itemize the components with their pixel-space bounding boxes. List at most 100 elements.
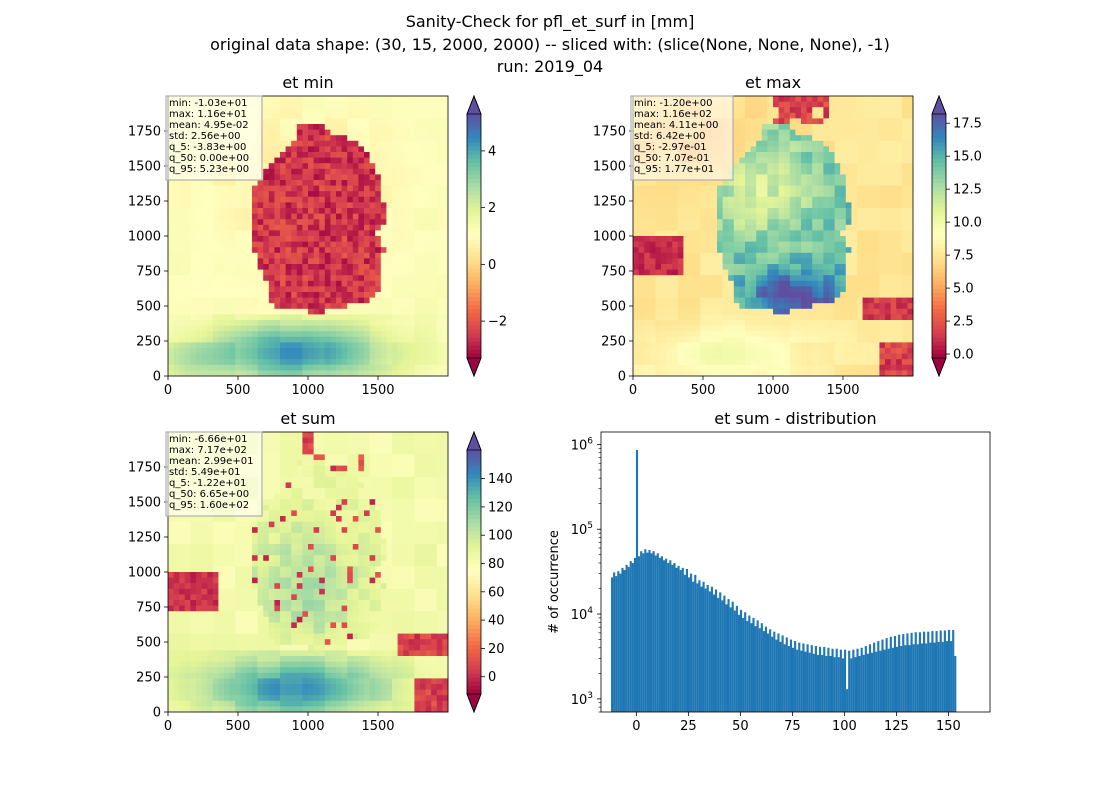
et-max-heatmap-cell bbox=[694, 196, 701, 203]
et-min-heatmap-cell bbox=[218, 196, 225, 203]
et-min-heatmap-cell bbox=[414, 303, 421, 310]
et-min-heatmap-cell bbox=[313, 370, 320, 377]
et-max-heatmap-cell bbox=[801, 196, 807, 203]
et-max-heatmap-cell bbox=[896, 314, 903, 321]
et-min-heatmap-cell bbox=[302, 219, 309, 226]
et-max-heatmap-cell bbox=[890, 325, 897, 332]
et-min-heatmap-cell bbox=[369, 124, 376, 130]
et-min-heatmap-cell bbox=[403, 230, 410, 237]
et-min-heatmap-cell bbox=[252, 241, 258, 248]
et-max-heatmap-cell bbox=[789, 359, 796, 366]
et-min-heatmap-cell bbox=[341, 140, 348, 147]
et-max-heatmap-cell bbox=[817, 180, 824, 186]
et-max-heatmap-cell bbox=[756, 174, 763, 181]
et-min-heatmap-cell bbox=[274, 230, 281, 237]
et-min-heatmap-cell bbox=[408, 174, 415, 181]
et-min-heatmap-cell bbox=[347, 297, 354, 304]
et-min-heatmap-cell bbox=[364, 196, 370, 203]
et-max-heatmap-cell bbox=[834, 129, 841, 136]
et-min-heatmap-cell bbox=[330, 107, 337, 114]
et-min-heatmap-cell bbox=[425, 252, 432, 259]
et-min-heatmap-cell bbox=[414, 269, 421, 276]
et-max-heatmap-cell bbox=[633, 348, 639, 354]
et-min-heatmap-cell bbox=[442, 191, 449, 198]
et-min-heatmap-cell bbox=[291, 101, 298, 108]
et-min-heatmap-cell bbox=[179, 359, 186, 366]
et-max-heatmap-cell bbox=[733, 269, 740, 276]
et-min-heatmap-cell bbox=[285, 308, 292, 315]
et-min-heatmap-cell bbox=[369, 140, 376, 147]
et-min-heatmap-cell bbox=[425, 264, 432, 270]
et-min-heatmap-cell bbox=[257, 359, 264, 366]
et-max-heatmap-cell bbox=[649, 185, 656, 192]
et-min-heatmap-cell bbox=[330, 331, 337, 338]
et-max-heatmap-cell bbox=[655, 342, 662, 349]
et-max-heatmap-cell bbox=[851, 124, 858, 130]
et-min-heatmap-cell bbox=[184, 331, 191, 338]
et-max-heatmap-cell bbox=[795, 348, 802, 354]
et-min-heatmap-cell bbox=[341, 219, 348, 226]
et-min-heatmap-cell bbox=[291, 191, 298, 198]
et-min-heatmap-cell bbox=[358, 135, 365, 142]
et-min-heatmap-cell bbox=[347, 219, 354, 226]
et-max-heatmap-cell bbox=[789, 129, 796, 136]
et-min-heatmap-cell bbox=[252, 185, 258, 192]
et-max-heatmap-cell bbox=[705, 219, 712, 226]
et-min-heatmap-cell bbox=[341, 163, 348, 170]
et-max-heatmap-cell bbox=[756, 157, 763, 164]
et-min-heatmap-cell bbox=[324, 135, 331, 142]
et-max-heatmap-cell bbox=[885, 196, 891, 203]
et-max-heatmap-cell bbox=[728, 314, 735, 321]
et-min-heatmap-cell bbox=[336, 140, 342, 147]
et-max-heatmap-cell bbox=[739, 101, 746, 108]
et-min-heatmap-cell bbox=[375, 146, 382, 153]
et-max-heatmap-cell bbox=[857, 247, 863, 254]
et-max-heatmap-cell bbox=[801, 202, 807, 209]
et-max-heatmap-cell bbox=[644, 348, 651, 354]
et-min-heatmap-cell bbox=[364, 370, 370, 377]
et-min-heatmap-cell bbox=[190, 286, 197, 293]
et-max-heatmap-cell bbox=[700, 196, 707, 203]
et-min-heatmap-cell bbox=[246, 342, 253, 349]
et-max-heatmap-cell bbox=[862, 96, 869, 102]
et-min-heatmap-cell bbox=[246, 297, 253, 304]
et-min-heatmap-cell bbox=[375, 124, 382, 130]
et-max-heatmap-cell bbox=[750, 303, 757, 310]
et-min-heatmap-cell bbox=[268, 314, 275, 321]
et-min-heatmap-cell bbox=[201, 236, 208, 242]
et-min-heatmap-cell bbox=[201, 336, 208, 343]
et-max-heatmap-cell bbox=[829, 348, 835, 354]
et-max-heatmap-cell bbox=[649, 196, 656, 203]
et-max-heatmap-cell bbox=[817, 224, 824, 231]
et-max-heatmap-cell bbox=[733, 168, 740, 175]
et-min-heatmap-cell bbox=[313, 303, 320, 310]
et-min-heatmap-cell bbox=[207, 247, 214, 254]
et-min-heatmap-cell bbox=[330, 219, 337, 226]
et-max-heatmap-cell bbox=[649, 247, 656, 254]
et-max-heatmap-cell bbox=[862, 320, 869, 326]
et-min-heatmap-cell bbox=[375, 107, 382, 114]
et-min-heatmap-cell bbox=[324, 320, 331, 326]
et-min-heatmap-cell bbox=[308, 370, 314, 377]
et-min-heatmap-cell bbox=[235, 252, 242, 259]
et-min-heatmap-cell bbox=[280, 325, 286, 332]
et-max-heatmap-cell bbox=[778, 140, 785, 147]
et-min-heatmap-cell bbox=[319, 353, 326, 360]
et-min-heatmap-cell bbox=[201, 353, 208, 360]
et-min-heatmap-cell bbox=[291, 96, 298, 102]
et-max-heatmap-cell bbox=[672, 236, 679, 242]
et-min-heatmap-cell bbox=[313, 96, 320, 102]
et-min-heatmap-cell bbox=[347, 280, 354, 287]
et-min-heatmap-cell bbox=[420, 370, 426, 377]
et-min-colorbar-tick-label: 0 bbox=[488, 258, 496, 273]
et-max-heatmap-cell bbox=[901, 336, 908, 343]
et-max-heatmap-cell bbox=[857, 325, 863, 332]
et-max-heatmap-cell bbox=[672, 353, 679, 360]
et-min-heatmap-cell bbox=[425, 353, 432, 360]
et-max-heatmap-cell bbox=[778, 174, 785, 181]
et-min-heatmap-cell bbox=[196, 320, 202, 326]
et-min-heatmap-cell bbox=[218, 280, 225, 287]
et-min-heatmap-cell bbox=[403, 129, 410, 136]
et-min-heatmap-cell bbox=[380, 185, 387, 192]
et-max-heatmap-cell bbox=[851, 191, 858, 198]
